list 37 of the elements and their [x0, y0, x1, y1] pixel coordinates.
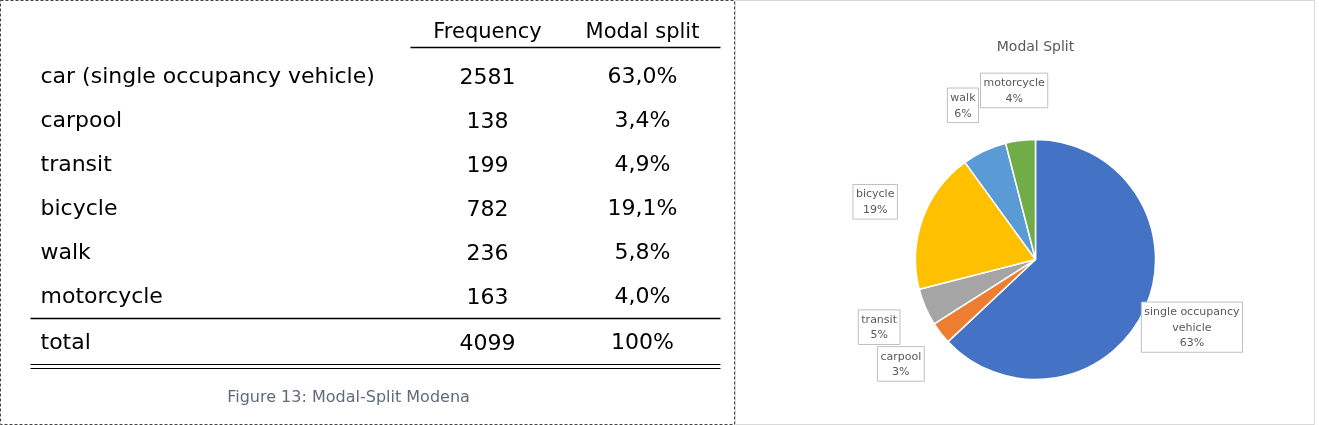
data-label: 5,8%	[614, 239, 671, 264]
data-label: 100%	[611, 329, 674, 354]
category-label: total	[40, 329, 91, 354]
category-label: motorcycle	[40, 283, 163, 308]
data-label: 3,4%	[614, 107, 671, 132]
data-label: 4099	[459, 329, 516, 355]
text: Modal split	[585, 18, 700, 43]
category-label: bicycle	[40, 195, 118, 220]
data-label: 3%	[892, 365, 910, 379]
category-label: car (single occupancy vehicle)	[40, 63, 375, 88]
slice-label: carpool	[880, 349, 922, 363]
data-label: 63,0%	[607, 63, 678, 88]
data-label: 236	[466, 239, 509, 265]
data-label: 199	[466, 151, 509, 177]
slice-label: walk	[950, 91, 977, 105]
slice-label: transit	[861, 312, 898, 326]
data-label: 6%	[954, 106, 972, 120]
data-label: 4,0%	[614, 283, 671, 308]
slice-label: bicycle	[855, 187, 895, 201]
category-label: transit	[40, 151, 113, 176]
slice-label: motorcycle	[983, 76, 1045, 90]
data-label: 19,1%	[607, 195, 678, 220]
text: Frequency	[433, 18, 542, 43]
slice-label: single occupancy vehicle	[1144, 305, 1240, 334]
data-label: 63%	[1179, 336, 1205, 350]
caption: Figure 13: Modal-Split Modena	[227, 387, 470, 406]
data-label: 5%	[870, 328, 888, 342]
data-label: 2581	[459, 63, 516, 89]
category-label: carpool	[40, 107, 123, 132]
data-label: 19%	[862, 203, 888, 217]
category-label: walk	[40, 239, 92, 264]
data-label: 138	[466, 107, 509, 133]
data-label: 163	[466, 283, 509, 309]
chart-title: Modal Split	[996, 37, 1075, 54]
data-label: 4,9%	[614, 151, 671, 176]
data-label: 782	[466, 195, 509, 221]
data-label: 4%	[1005, 91, 1023, 105]
